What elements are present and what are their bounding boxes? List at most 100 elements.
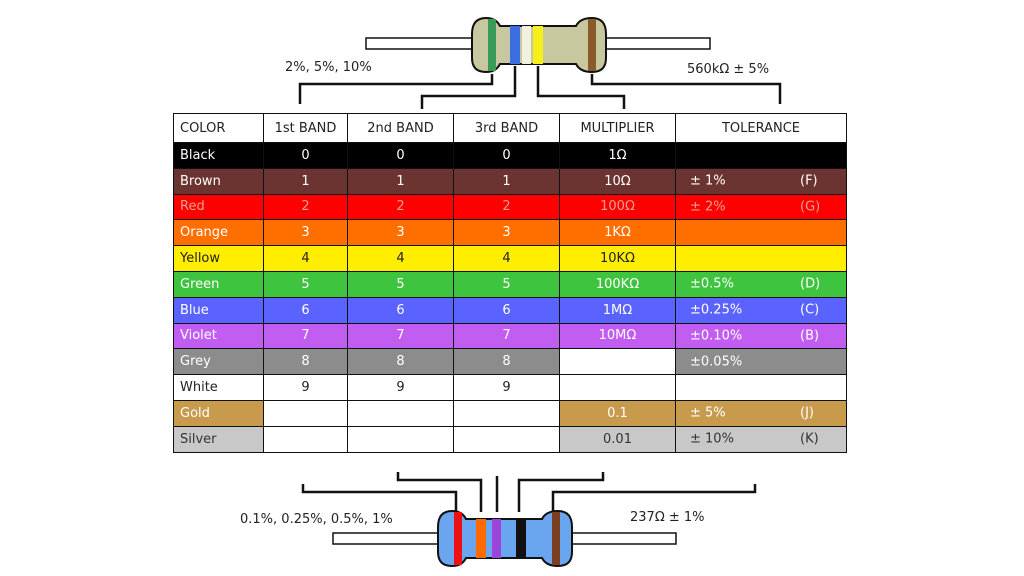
tolerance-cell: ±0.05%: [675, 348, 847, 376]
tolerance-value: ±0.5%: [690, 276, 734, 292]
top-band-3: [522, 26, 531, 64]
top-connectors: [298, 66, 782, 109]
tolerance-cell: [675, 374, 847, 401]
table-row: Silver 0.01 ± 10% (K): [173, 425, 847, 453]
top-tolerance-range-label: 2%, 5%, 10%: [285, 60, 372, 75]
band2-cell: 7: [347, 322, 454, 350]
band1-cell: 3: [263, 219, 348, 247]
table-row: Violet 7 7 7 10MΩ ±0.10% (B): [173, 322, 847, 350]
band3-cell: [453, 399, 560, 427]
color-name-cell: Yellow: [173, 245, 264, 272]
top-band-2: [510, 26, 520, 64]
band2-cell: 5: [347, 270, 454, 298]
bottom-band-1: [454, 512, 462, 565]
tolerance-cell: ±0.10% (B): [675, 322, 847, 350]
multiplier-cell: 10KΩ: [559, 245, 676, 272]
tolerance-cell: [675, 219, 847, 247]
band1-cell: [263, 425, 348, 453]
band3-cell: 1: [453, 167, 560, 195]
top-band-5: [588, 19, 596, 71]
bottom-tolerance-range-label: 0.1%, 0.25%, 0.5%, 1%: [240, 512, 393, 527]
top-resistor-lead-left: [365, 37, 477, 50]
band2-cell: 3: [347, 219, 454, 247]
band2-cell: 0: [347, 142, 454, 169]
multiplier-cell: 100Ω: [559, 193, 676, 221]
bottom-resistor-lead-right: [567, 532, 677, 545]
band3-cell: 9: [453, 374, 560, 401]
tolerance-cell: ±0.25% (C): [675, 296, 847, 324]
color-name-cell: Blue: [173, 296, 264, 324]
table-row: Gold 0.1 ± 5% (J): [173, 399, 847, 427]
table-header-row: COLOR 1st BAND 2nd BAND 3rd BAND MULTIPL…: [173, 113, 847, 143]
tolerance-code: (J): [800, 405, 814, 421]
band3-cell: [453, 425, 560, 453]
multiplier-cell: 1Ω: [559, 142, 676, 169]
color-name-cell: Silver: [173, 425, 264, 453]
multiplier-cell: 1MΩ: [559, 296, 676, 324]
tolerance-cell: ± 5% (J): [675, 399, 847, 427]
table-row: Blue 6 6 6 1MΩ ±0.25% (C): [173, 296, 847, 324]
color-name-cell: Gold: [173, 399, 264, 427]
multiplier-cell: 0.01: [559, 425, 676, 453]
multiplier-cell: 1KΩ: [559, 219, 676, 247]
color-name-cell: Brown: [173, 167, 264, 195]
bottom-connectors: [301, 472, 757, 512]
bottom-resistor-lead-left: [332, 532, 444, 545]
table-row: White 9 9 9: [173, 374, 847, 401]
header-multiplier: MULTIPLIER: [559, 113, 676, 143]
top-resistor-value-label: 560kΩ ± 5%: [687, 62, 770, 77]
bottom-resistor: [332, 509, 677, 568]
tolerance-code: (G): [800, 199, 821, 215]
band2-cell: 4: [347, 245, 454, 272]
color-name-cell: Black: [173, 142, 264, 169]
tolerance-code: (B): [800, 328, 820, 344]
color-name-cell: Grey: [173, 348, 264, 376]
bottom-band-5: [552, 512, 560, 565]
color-name-cell: Orange: [173, 219, 264, 247]
multiplier-cell: 10Ω: [559, 167, 676, 195]
band3-cell: 3: [453, 219, 560, 247]
bottom-band-3: [492, 519, 501, 558]
band3-cell: 5: [453, 270, 560, 298]
tolerance-value: ± 2%: [690, 199, 726, 215]
table-row: Grey 8 8 8 ±0.05%: [173, 348, 847, 376]
band2-cell: 9: [347, 374, 454, 401]
tolerance-cell: ± 1% (F): [675, 167, 847, 195]
color-name-cell: Green: [173, 270, 264, 298]
bottom-band-4: [516, 519, 526, 558]
header-3rd-band: 3rd BAND: [453, 113, 560, 143]
tolerance-value: ±0.05%: [690, 354, 743, 370]
multiplier-cell: [559, 348, 676, 376]
tolerance-value: ±0.25%: [690, 302, 743, 318]
top-band-1: [488, 19, 496, 71]
band3-cell: 7: [453, 322, 560, 350]
tolerance-code: (C): [800, 302, 820, 318]
multiplier-cell: 0.1: [559, 399, 676, 427]
tolerance-value: ± 10%: [690, 431, 734, 447]
color-name-cell: Red: [173, 193, 264, 221]
tolerance-cell: ± 10% (K): [675, 425, 847, 453]
header-color: COLOR: [173, 113, 264, 143]
band1-cell: [263, 399, 348, 427]
header-1st-band: 1st BAND: [263, 113, 348, 143]
bottom-resistor-body: [437, 509, 573, 568]
band2-cell: 8: [347, 348, 454, 376]
tolerance-value: ± 5%: [690, 405, 726, 421]
tolerance-cell: [675, 142, 847, 169]
table-row: Green 5 5 5 100KΩ ±0.5% (D): [173, 270, 847, 298]
band1-cell: 1: [263, 167, 348, 195]
top-band-4: [533, 26, 543, 64]
table-row: Brown 1 1 1 10Ω ± 1% (F): [173, 167, 847, 195]
tolerance-code: (D): [800, 276, 821, 292]
header-2nd-band: 2nd BAND: [347, 113, 454, 143]
multiplier-cell: [559, 374, 676, 401]
band1-cell: 7: [263, 322, 348, 350]
band2-cell: [347, 399, 454, 427]
band1-cell: 6: [263, 296, 348, 324]
tolerance-value: ± 1%: [690, 173, 726, 189]
tolerance-cell: ± 2% (G): [675, 193, 847, 221]
band3-cell: 0: [453, 142, 560, 169]
top-resistor: [365, 16, 711, 74]
header-tolerance: TOLERANCE: [675, 113, 847, 143]
